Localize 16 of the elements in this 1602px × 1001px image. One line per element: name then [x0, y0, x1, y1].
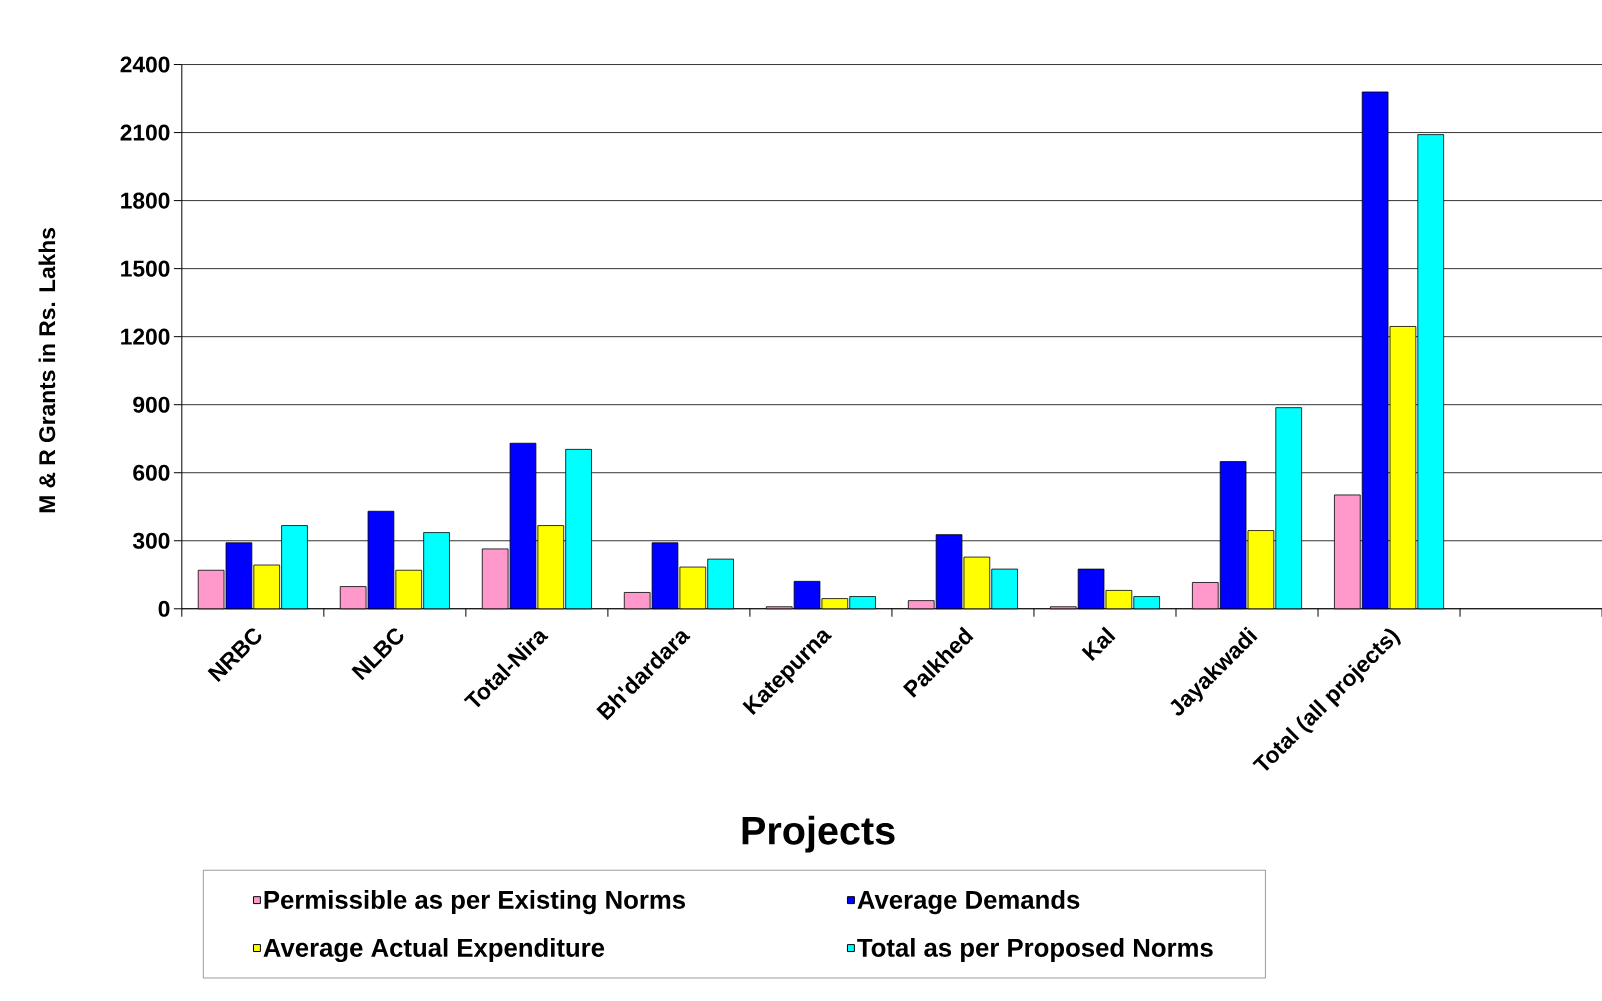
y-tick-label: 900 — [133, 396, 170, 413]
y-axis-title: M & R Grants in Rs. Lakhs — [38, 228, 56, 513]
y-tick-label: 1800 — [121, 192, 170, 209]
legend-label: Average Actual Expenditure — [263, 937, 605, 963]
legend-label: Total as per Proposed Norms — [857, 937, 1213, 962]
y-tick-label: 300 — [132, 532, 170, 549]
legend-label: Permissible as per Existing Norms — [264, 890, 686, 915]
y-tick-label: 1200 — [121, 328, 170, 345]
x-tick-label: Kal — [1081, 626, 1116, 662]
y-tick-label: 600 — [133, 464, 170, 481]
x-axis-title: Projects — [742, 815, 895, 853]
y-tick-label: 2400 — [120, 56, 170, 73]
y-tick-label: 0 — [158, 600, 170, 617]
legend-label: Average Demands — [857, 890, 1080, 915]
y-tick-label: 2100 — [120, 124, 170, 141]
y-tick-label: 1500 — [121, 260, 170, 277]
